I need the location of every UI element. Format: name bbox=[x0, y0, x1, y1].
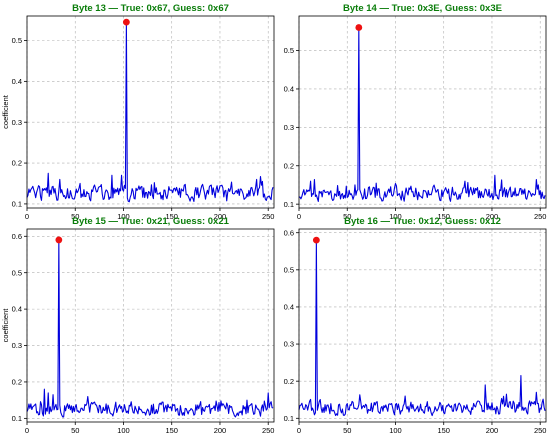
plot-frame bbox=[26, 228, 275, 423]
chart-panel-16: Byte 16 — True: 0x12, Guess: 0x12 0 50 100 1… bbox=[284, 216, 547, 435]
x-tick-label: 0 bbox=[25, 426, 29, 435]
y-tick-label: 0.5 bbox=[284, 46, 294, 55]
chart-panel-13: Byte 13 — True: 0x67, Guess: 0x67 0 50 100 1… bbox=[1, 3, 274, 221]
x-tick-label: 250 bbox=[534, 212, 547, 221]
y-tick-label: 0.2 bbox=[12, 159, 22, 168]
x-tick-label: 200 bbox=[486, 212, 499, 221]
x-tick-label: 150 bbox=[165, 426, 178, 435]
series-line bbox=[298, 26, 546, 202]
peak-marker bbox=[55, 236, 63, 244]
y-tick-label: 0.3 bbox=[284, 340, 294, 349]
chart-panel-14: Byte 14 — True: 0x3E, Guess: 0x3E 0 50 100 1… bbox=[284, 3, 547, 221]
y-tick-label: 0.3 bbox=[12, 341, 22, 350]
chart-panel-15: Byte 15 — True: 0x21, Guess: 0x21 0 50 100 1… bbox=[1, 216, 274, 435]
x-tick-label: 150 bbox=[437, 426, 450, 435]
x-tick-label: 0 bbox=[297, 212, 301, 221]
y-axis-label: coefficient bbox=[1, 94, 10, 129]
y-tick-label: 0.6 bbox=[12, 232, 22, 241]
chart-title: Byte 14 — True: 0x3E, Guess: 0x3E bbox=[343, 3, 502, 14]
y-axis-label: coefficient bbox=[1, 308, 10, 343]
plot-frame bbox=[26, 15, 275, 209]
y-tick-label: 0.4 bbox=[12, 77, 22, 86]
y-tick-label: 0.3 bbox=[12, 118, 22, 127]
y-tick-label: 0.1 bbox=[12, 414, 22, 423]
y-tick-label: 0.2 bbox=[284, 161, 294, 170]
series-line bbox=[298, 239, 546, 417]
y-tick-label: 0.1 bbox=[12, 200, 22, 209]
y-tick-label: 0.1 bbox=[284, 200, 294, 209]
y-tick-label: 0.4 bbox=[284, 303, 294, 312]
peak-marker bbox=[122, 18, 130, 26]
plot-frame bbox=[298, 15, 547, 209]
y-tick-label: 0.6 bbox=[284, 228, 294, 237]
x-tick-label: 100 bbox=[117, 212, 130, 221]
x-tick-label: 150 bbox=[165, 212, 178, 221]
x-tick-label: 250 bbox=[262, 212, 275, 221]
x-tick-label: 50 bbox=[343, 212, 351, 221]
x-tick-label: 200 bbox=[214, 212, 227, 221]
x-tick-label: 50 bbox=[71, 426, 79, 435]
y-tick-label: 0.2 bbox=[12, 378, 22, 387]
x-tick-label: 150 bbox=[437, 212, 450, 221]
x-tick-label: 50 bbox=[71, 212, 79, 221]
x-tick-label: 100 bbox=[117, 426, 130, 435]
x-tick-label: 0 bbox=[297, 426, 301, 435]
x-tick-label: 0 bbox=[25, 212, 29, 221]
y-tick-label: 0.4 bbox=[12, 305, 22, 314]
x-tick-label: 250 bbox=[262, 426, 275, 435]
series-line bbox=[26, 21, 274, 203]
series-line bbox=[26, 239, 274, 418]
y-tick-label: 0.5 bbox=[12, 268, 22, 277]
y-tick-label: 0.4 bbox=[284, 85, 294, 94]
y-tick-label: 0.5 bbox=[12, 36, 22, 45]
peak-marker bbox=[355, 24, 363, 31]
y-tick-label: 0.5 bbox=[284, 265, 294, 274]
chart-title: Byte 13 — True: 0x67, Guess: 0x67 bbox=[72, 3, 229, 14]
plot-frame bbox=[298, 228, 547, 423]
x-tick-label: 200 bbox=[214, 426, 227, 435]
x-tick-label: 100 bbox=[389, 212, 402, 221]
x-tick-label: 100 bbox=[389, 426, 402, 435]
peak-marker bbox=[312, 236, 320, 244]
x-tick-label: 200 bbox=[486, 426, 499, 435]
y-tick-label: 0.1 bbox=[284, 414, 294, 423]
y-tick-label: 0.3 bbox=[284, 123, 294, 132]
x-tick-label: 50 bbox=[343, 426, 351, 435]
chart-title: Byte 16 — True: 0x12, Guess: 0x12 bbox=[344, 216, 501, 227]
x-tick-label: 250 bbox=[534, 426, 547, 435]
chart-title: Byte 15 — True: 0x21, Guess: 0x21 bbox=[72, 216, 230, 227]
y-tick-label: 0.2 bbox=[284, 377, 294, 386]
